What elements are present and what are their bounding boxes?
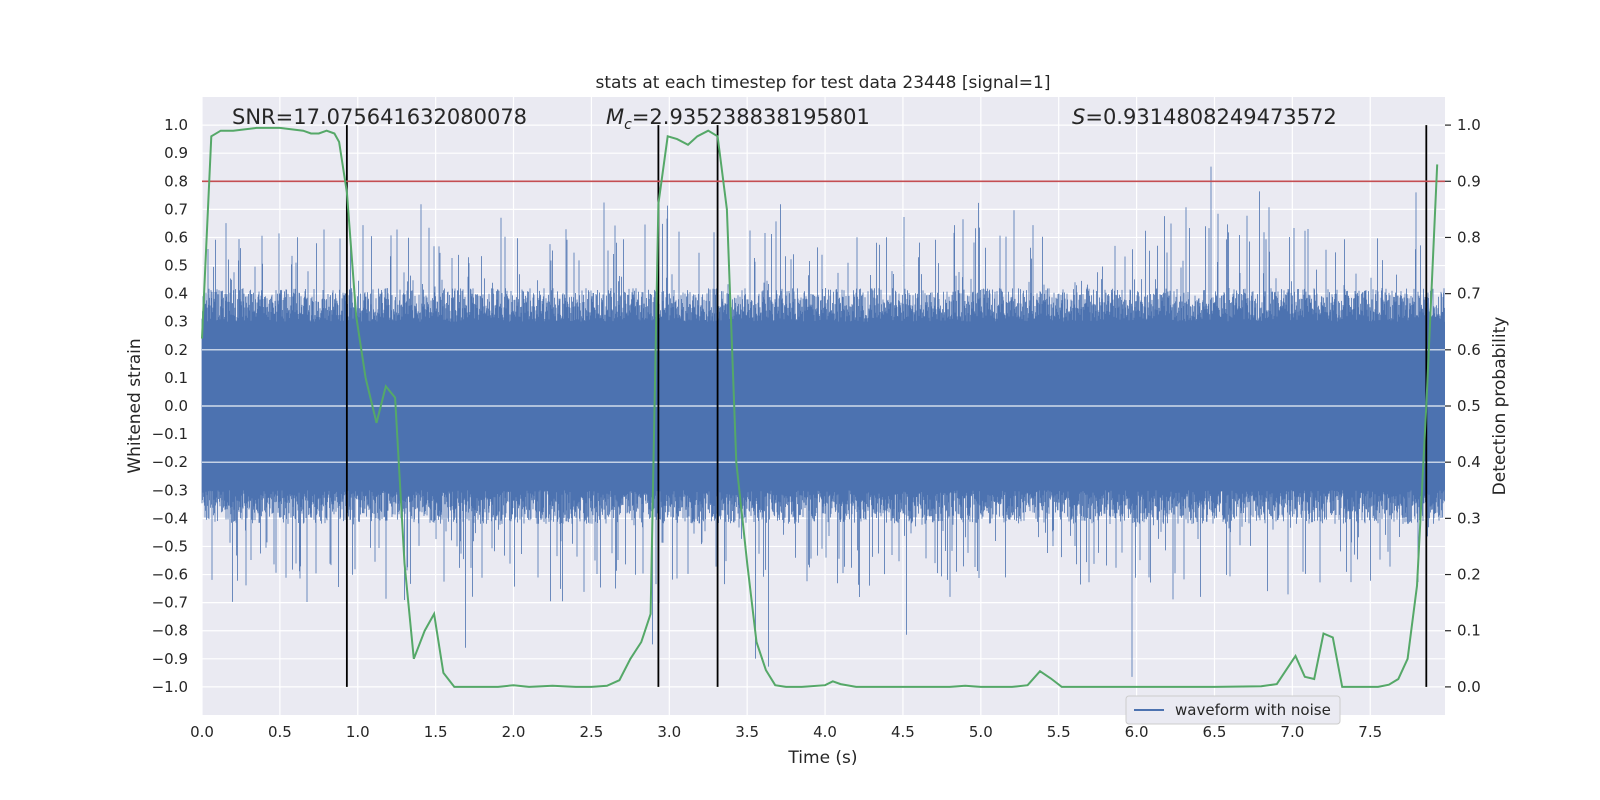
y2-tick-label-3: 0.7 [1457, 285, 1481, 303]
y2-tick-label-10: 0.0 [1457, 678, 1481, 696]
x-axis-ticks: 0.0 0.5 1.0 1.5 2.0 2.5 3.0 3.5 4.0 4.5 5.0 5.5 6.0 6… [190, 723, 1382, 741]
y-tick-label-9: 0.1 [164, 369, 188, 387]
y-axis-ticks: 1.0 0.9 0.8 0.7 0.6 0.5 0.4 0.3 0.2 0.1 0.0 −0.1 −0.… [152, 116, 188, 696]
x-tick-label-10: 5.0 [969, 723, 993, 741]
y-tick-label-5: 0.5 [164, 257, 188, 275]
x-tick-label-4: 2.0 [502, 723, 526, 741]
y2-tick-label-8: 0.2 [1457, 566, 1481, 584]
x-tick-label-11: 5.5 [1047, 723, 1071, 741]
x-tick-label-6: 3.0 [657, 723, 681, 741]
y-tick-label-6: 0.4 [164, 285, 188, 303]
y-tick-label-20: −1.0 [152, 678, 188, 696]
y-tick-label-7: 0.3 [164, 313, 188, 331]
x-tick-label-9: 4.5 [891, 723, 915, 741]
x-tick-label-5: 2.5 [579, 723, 603, 741]
y-tick-label-10: 0.0 [164, 397, 188, 415]
snr-annotation: SNR=17.075641632080078 [232, 105, 527, 129]
noise-series [201, 166, 1445, 677]
x-tick-label-12: 6.0 [1125, 723, 1149, 741]
detection-probability-line [201, 126, 1439, 688]
x-axis-label: Time (s) [787, 748, 857, 768]
mc-subscript: c [624, 117, 632, 133]
x-tick-label-8: 4.0 [813, 723, 837, 741]
y-tick-label-11: −0.1 [152, 425, 188, 443]
y-tick-label-14: −0.4 [152, 509, 188, 527]
y-tick-label-19: −0.9 [152, 650, 188, 668]
y-tick-label-1: 0.9 [164, 144, 188, 162]
y2-tick-label-1: 0.9 [1457, 172, 1481, 190]
y2-tick-label-2: 0.8 [1457, 228, 1481, 246]
chart-title: stats at each timestep for test data 234… [596, 73, 1051, 93]
y2-tick-label-5: 0.5 [1457, 397, 1481, 415]
chirp-mass-annotation: Mc=2.935238838195801 [606, 105, 870, 133]
mc-value: =2.935238838195801 [632, 105, 870, 129]
legend-box [1125, 695, 1341, 725]
y-tick-label-16: −0.6 [152, 566, 188, 584]
x-tick-label-7: 3.5 [735, 723, 759, 741]
x-tick-label-14: 7.0 [1280, 723, 1304, 741]
s-symbol: S [1072, 105, 1085, 129]
y2-tick-label-4: 0.6 [1457, 341, 1481, 359]
y2-axis-label: Detection probability [1490, 317, 1510, 496]
y2-tick-label-6: 0.4 [1457, 453, 1481, 471]
y-tick-label-3: 0.7 [164, 200, 188, 218]
y2-tick-label-7: 0.3 [1457, 509, 1481, 527]
x-tick-label-1: 0.5 [268, 723, 292, 741]
s-annotation: S=0.9314808249473572 [1072, 105, 1337, 129]
y2-tick-label-9: 0.1 [1457, 622, 1481, 640]
y-axis-label: Whitened strain [125, 338, 145, 473]
y2-tick-label-0: 1.0 [1457, 116, 1481, 134]
mc-symbol: M [606, 105, 624, 129]
y-tick-label-12: −0.2 [152, 453, 188, 471]
x-tick-label-3: 1.5 [424, 723, 448, 741]
x-tick-label-15: 7.5 [1358, 723, 1382, 741]
x-tick-label-0: 0.0 [190, 723, 214, 741]
y-tick-label-0: 1.0 [164, 116, 188, 134]
y-tick-label-17: −0.7 [152, 594, 188, 612]
y-tick-label-8: 0.2 [164, 341, 188, 359]
y-tick-label-15: −0.5 [152, 537, 188, 555]
legend-label: waveform with noise [1175, 701, 1331, 719]
y-tick-label-18: −0.8 [152, 622, 188, 640]
y2-axis-ticks: 1.0 0.9 0.8 0.7 0.6 0.5 0.4 0.3 0.2 0.1 0.0 [1445, 116, 1481, 696]
s-value: =0.9314808249473572 [1085, 105, 1336, 129]
y-tick-label-13: −0.3 [152, 481, 188, 499]
y-tick-label-2: 0.8 [164, 172, 188, 190]
y-tick-label-4: 0.6 [164, 228, 188, 246]
x-tick-label-2: 1.0 [346, 723, 370, 741]
x-tick-label-13: 6.5 [1203, 723, 1227, 741]
legend: waveform with noise [1125, 695, 1341, 725]
